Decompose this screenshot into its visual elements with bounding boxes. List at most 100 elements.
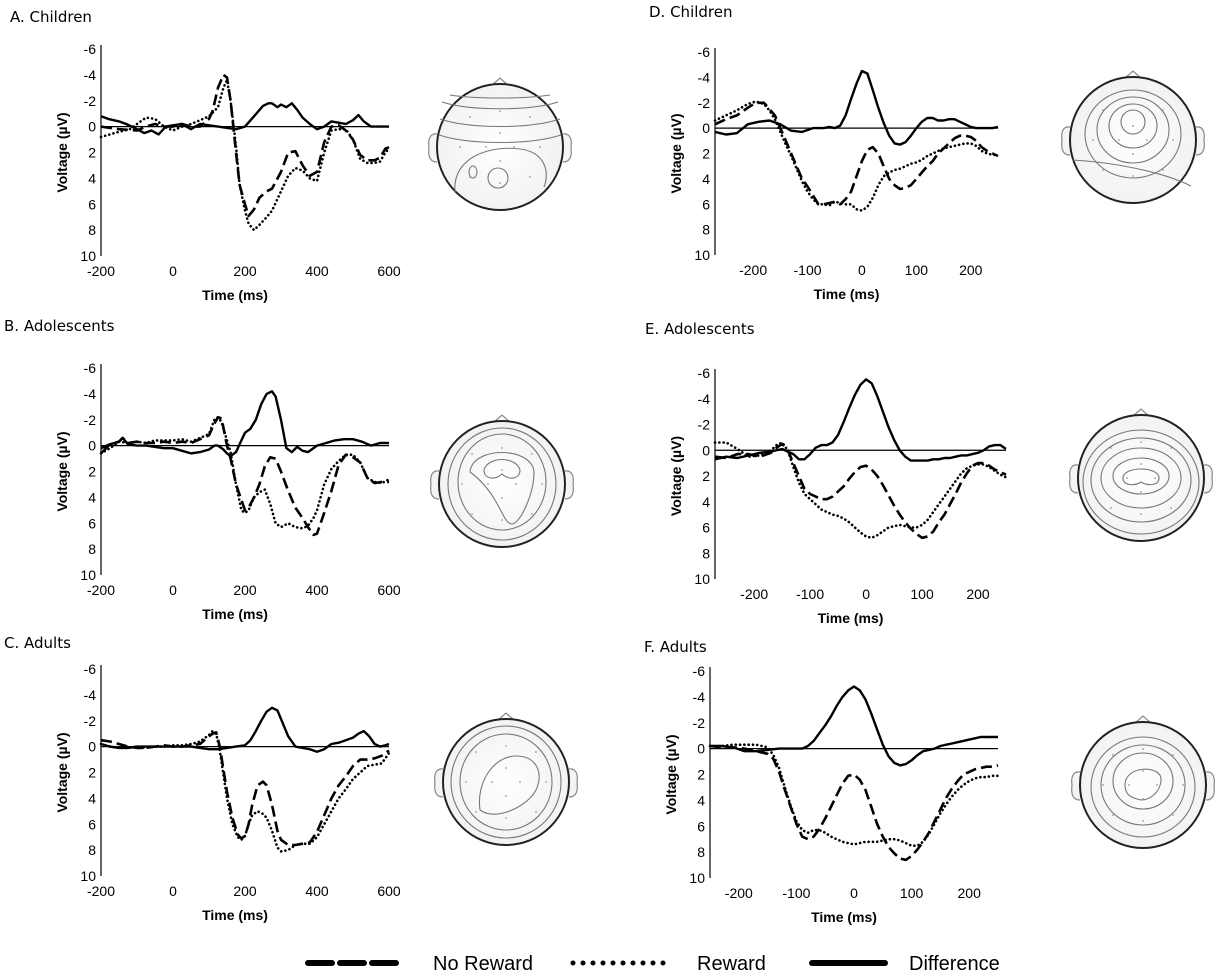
scalp-map-f xyxy=(1071,715,1215,849)
right-ear-outline xyxy=(564,470,574,500)
x-tick-label: -200 xyxy=(87,582,115,598)
left-ear-outline xyxy=(1069,464,1079,494)
x-tick-label: -200 xyxy=(87,263,115,279)
contour-line xyxy=(1112,752,1174,810)
erp-plot-a: -6 -4 -2 0 2 4 6 8 10-200 0 200 400 600 Time (ms) Volt… xyxy=(54,41,401,303)
x-axis-label: Time (ms) xyxy=(202,907,268,923)
contour-line xyxy=(454,147,547,193)
legend-label-difference: Difference xyxy=(909,953,1000,975)
x-tick-label: -200 xyxy=(740,586,768,602)
left-ear-outline xyxy=(1071,771,1081,801)
electrode-dot xyxy=(1172,754,1174,756)
erp-plot-b: -6 -4 -2 0 2 4 6 8 10-200 0 200 400 600 Time (ms) Volt… xyxy=(54,360,401,622)
electrode-dot xyxy=(1142,798,1144,800)
series-line-difference xyxy=(714,69,999,146)
contour-line xyxy=(450,725,562,839)
electrode-dot xyxy=(1180,477,1182,479)
electrode-dot xyxy=(529,116,531,118)
panel-f: F. Adults -6 -4 -2 0 2 4 6 8 10 -200 -100 0 100 200 Ti… xyxy=(644,638,1215,925)
right-ear-outline xyxy=(568,768,578,798)
electrode-dot xyxy=(1132,153,1134,155)
y-tick-label: -4 xyxy=(84,687,97,703)
electrode-dot xyxy=(1110,447,1112,449)
electrode-dot xyxy=(485,146,487,148)
electrode-dot xyxy=(1172,139,1174,141)
scalp-map-c xyxy=(434,712,578,846)
contour-line xyxy=(459,733,553,831)
contour-line xyxy=(1090,437,1192,523)
x-tick-label: -100 xyxy=(782,885,810,901)
electrode-dot xyxy=(539,146,541,148)
left-ear-outline xyxy=(430,470,440,500)
y-tick-label: 10 xyxy=(80,868,96,884)
electrode-dot xyxy=(545,781,547,783)
electrode-dot xyxy=(499,182,501,184)
y-tick-label: 4 xyxy=(88,489,96,505)
panel-title: F. Adults xyxy=(644,638,707,656)
series-line-difference xyxy=(100,706,390,753)
contour-line xyxy=(441,101,559,110)
electrode-dot xyxy=(1100,477,1102,479)
y-tick-label: 10 xyxy=(689,870,705,886)
y-tick-label: 0 xyxy=(702,442,710,458)
right-ear-outline xyxy=(1205,771,1215,801)
contour-line xyxy=(1120,109,1146,135)
panel-title: B. Adolescents xyxy=(4,317,115,335)
head-outline xyxy=(1079,721,1207,849)
x-tick-label: 100 xyxy=(910,586,934,602)
panel-title: C. Adults xyxy=(4,634,71,652)
electrode-dot xyxy=(505,795,507,797)
y-tick-label: -6 xyxy=(84,41,97,57)
y-tick-label: 8 xyxy=(88,541,96,557)
series-line-difference xyxy=(714,378,1007,462)
x-tick-label: -100 xyxy=(794,262,822,278)
x-tick-label: 600 xyxy=(377,582,401,598)
x-tick-label: 200 xyxy=(959,262,983,278)
head-outline xyxy=(436,83,564,211)
panel-title: A. Children xyxy=(10,8,92,26)
panel-e: E. Adolescents -6 -4 -2 0 2 4 6 8 10 -200 -100 0 100… xyxy=(645,320,1213,626)
electrode-dot xyxy=(519,781,521,783)
x-tick-label: 600 xyxy=(377,883,401,899)
electrode-dot xyxy=(1140,513,1142,515)
x-tick-label: 200 xyxy=(966,586,990,602)
y-tick-label: 2 xyxy=(88,464,96,480)
x-tick-label: -200 xyxy=(725,885,753,901)
contour-line xyxy=(1112,457,1170,495)
y-tick-label: 2 xyxy=(702,468,710,484)
contour-line xyxy=(439,118,561,128)
electrode-dot xyxy=(1132,175,1134,177)
y-tick-label: -6 xyxy=(698,365,711,381)
panel-c: C. Adults -6 -4 -2 0 2 4 6 8 10-200 0 200 400 600 Tim… xyxy=(4,634,578,923)
erp-plot-e: -6 -4 -2 0 2 4 6 8 10 -200 -100 0 100 200 Time (ms) Vol… xyxy=(668,365,1008,626)
panel-b: B. Adolescents -6 -4 -2 0 2 4 6 8 10-200 0 200 400 6… xyxy=(4,317,574,622)
y-tick-label: 8 xyxy=(702,545,710,561)
y-tick-label: -2 xyxy=(698,95,711,111)
y-tick-label: 10 xyxy=(80,567,96,583)
electrode-dot xyxy=(1102,109,1104,111)
y-axis-label: Voltage (µV) xyxy=(54,732,70,812)
y-tick-label: -2 xyxy=(693,715,706,731)
x-tick-label: 600 xyxy=(377,263,401,279)
electrode-dot xyxy=(471,453,473,455)
y-tick-label: 0 xyxy=(702,120,710,136)
contour-line xyxy=(1084,89,1182,179)
contour-line xyxy=(468,165,478,179)
y-axis-label: Voltage (µV) xyxy=(54,112,70,192)
head-outline xyxy=(442,718,570,846)
x-tick-label: 100 xyxy=(900,885,924,901)
series-line-no-reward xyxy=(714,442,1007,540)
x-tick-label: 200 xyxy=(233,582,257,598)
x-tick-label: 100 xyxy=(905,262,929,278)
erp-plot-f: -6 -4 -2 0 2 4 6 8 10 -200 -100 0 100 200 Time (ms) Vol… xyxy=(663,663,1000,925)
y-tick-label: -2 xyxy=(84,93,97,109)
right-ear-outline xyxy=(1203,464,1213,494)
electrode-dot xyxy=(1162,109,1164,111)
x-tick-label: -200 xyxy=(739,262,767,278)
x-tick-label: 0 xyxy=(169,582,177,598)
y-tick-label: 10 xyxy=(694,247,710,263)
electrode-dot xyxy=(1140,491,1142,493)
panel-d: D. Children -6 -4 -2 0 2 4 6 8 10 -200 -100 0 100 200… xyxy=(649,3,1205,302)
contour-line xyxy=(1090,736,1196,838)
series-line-reward xyxy=(99,415,391,530)
